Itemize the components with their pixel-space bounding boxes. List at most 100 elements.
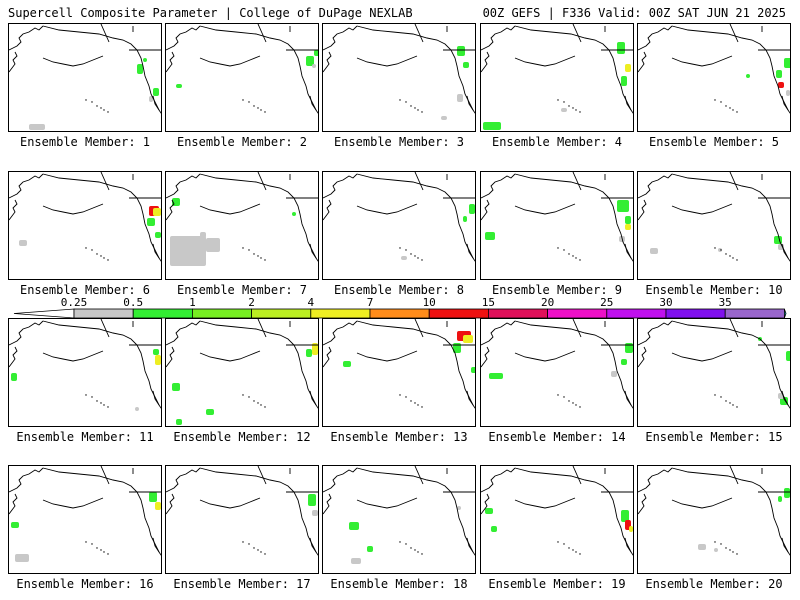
ensemble-member-panel-11 <box>8 318 162 427</box>
coastline <box>9 25 44 51</box>
island <box>729 107 731 109</box>
scp-shading-area <box>11 373 17 381</box>
coastline <box>257 172 267 191</box>
scp-shading-area <box>153 208 161 216</box>
colorbar-tick-label: 25 <box>600 296 613 309</box>
island <box>260 551 262 553</box>
scp-shading-area <box>471 367 475 373</box>
ensemble-member-panel-14 <box>480 318 634 427</box>
ensemble-member-panel-15 <box>637 318 791 427</box>
island <box>563 396 565 398</box>
coastline <box>42 203 104 215</box>
coastline <box>199 203 261 215</box>
island <box>91 543 93 545</box>
island <box>572 549 574 551</box>
scp-shading-area <box>485 232 495 240</box>
island <box>414 107 416 109</box>
island <box>568 547 570 549</box>
island <box>572 255 574 257</box>
island <box>264 259 266 261</box>
scp-shading-area <box>153 88 159 96</box>
ensemble-member-label: Ensemble Member: 12 <box>173 430 311 444</box>
island <box>557 99 559 101</box>
coastline <box>257 24 267 43</box>
coastline <box>781 390 789 406</box>
island <box>264 111 266 113</box>
island <box>107 406 109 408</box>
island <box>729 255 731 257</box>
ensemble-member-map-5 <box>638 24 790 114</box>
coastline <box>638 493 647 515</box>
coastline <box>514 320 633 409</box>
scp-shading-area <box>308 494 316 506</box>
colorbar-segment <box>73 308 134 319</box>
island <box>568 105 570 107</box>
scp-shading-area <box>463 335 473 343</box>
coastline <box>671 203 733 215</box>
ensemble-member-label: Ensemble Member: 15 <box>645 430 783 444</box>
coastline <box>638 199 647 221</box>
coastline <box>638 25 673 51</box>
coastline <box>199 497 261 509</box>
island <box>736 553 738 555</box>
island <box>103 109 105 111</box>
island <box>405 543 407 545</box>
scp-shading-area <box>135 407 139 411</box>
island <box>732 551 734 553</box>
scp-shading-area <box>19 240 27 246</box>
coastline <box>166 346 175 368</box>
island <box>248 101 250 103</box>
island <box>100 107 102 109</box>
ensemble-member-map-4 <box>481 24 633 130</box>
coastline <box>323 467 358 493</box>
coastline <box>166 320 201 346</box>
scp-shading-area <box>172 383 180 391</box>
colorbar-segment <box>369 308 430 319</box>
ensemble-member-map-9 <box>481 172 633 262</box>
island <box>242 247 244 249</box>
island <box>579 406 581 408</box>
island <box>579 111 581 113</box>
coastline <box>781 537 789 553</box>
ensemble-member-label: Ensemble Member: 13 <box>330 430 468 444</box>
island <box>729 402 731 404</box>
island <box>399 247 401 249</box>
coastline <box>638 51 647 73</box>
coastline <box>414 319 424 338</box>
ensemble-member-label: Ensemble Member: 16 <box>16 577 154 591</box>
coastline <box>466 390 474 406</box>
scp-shading-area <box>176 419 182 425</box>
scp-shading-area <box>778 496 782 502</box>
coastline <box>638 173 673 199</box>
island <box>96 547 98 549</box>
coastline <box>481 51 490 73</box>
island <box>575 404 577 406</box>
coastline <box>100 319 110 338</box>
island <box>107 553 109 555</box>
island <box>568 253 570 255</box>
island <box>257 255 259 257</box>
ensemble-member-panel-5 <box>637 23 791 132</box>
scp-shading-area <box>629 526 633 532</box>
island <box>405 101 407 103</box>
island <box>260 257 262 259</box>
island <box>248 543 250 545</box>
scp-shading-area <box>457 94 463 102</box>
island <box>579 259 581 261</box>
scp-shading-area <box>463 216 467 222</box>
scp-shading-area <box>625 224 631 230</box>
island <box>410 105 412 107</box>
island <box>85 541 87 543</box>
island <box>260 109 262 111</box>
scp-shading-area <box>306 349 312 357</box>
island <box>253 253 255 255</box>
island <box>85 247 87 249</box>
coastline <box>414 172 424 191</box>
ensemble-member-label: Ensemble Member: 6 <box>19 283 151 297</box>
colorbar-segment <box>428 308 489 319</box>
island <box>410 400 412 402</box>
coastline <box>624 243 632 259</box>
ensemble-member-map-17 <box>166 466 318 556</box>
island <box>568 400 570 402</box>
coastline <box>514 203 576 215</box>
